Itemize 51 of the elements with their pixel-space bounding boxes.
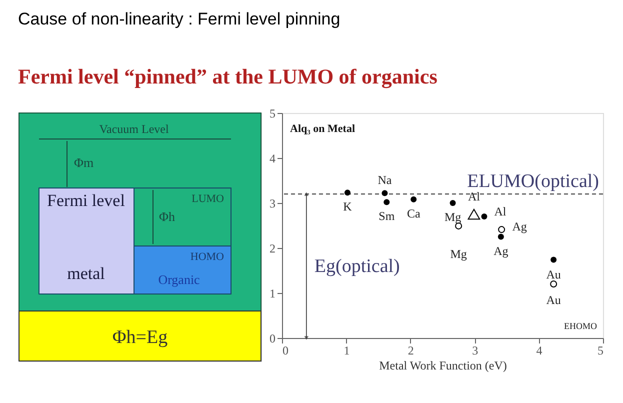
ref-line-label: ELUMO(optical) (467, 171, 599, 192)
point (410, 196, 417, 202)
data-label: Au (546, 293, 561, 307)
point (344, 190, 350, 196)
text: Alq₃ on Metal (290, 123, 356, 135)
text: metal (67, 264, 106, 283)
data-label: Mg (444, 210, 462, 224)
data-label: Al (494, 204, 507, 218)
text: LUMO (192, 193, 224, 205)
point (384, 199, 390, 206)
y-tick-label: 5 (270, 106, 276, 120)
text: Cause of non-linearity : Fermi level pinning (18, 10, 340, 28)
y-tick-label: 0 (270, 332, 276, 346)
point (498, 234, 504, 240)
data-label: Ag (494, 244, 508, 258)
point (481, 214, 488, 220)
point (550, 280, 558, 288)
point (498, 226, 506, 234)
y-tick-label: 4 (270, 152, 276, 166)
data-label: Al (468, 189, 481, 204)
text: Organic (158, 272, 200, 287)
annotation: Eg(optical) (314, 256, 400, 277)
text: Φh (159, 209, 176, 224)
point (550, 256, 557, 263)
data-label: Mg (450, 246, 467, 261)
point (468, 208, 480, 220)
text: Fermi level “pinned” at the LUMO of organics (18, 64, 438, 88)
text: Fermi level (47, 191, 126, 210)
x-tick-label: 4 (536, 344, 542, 358)
y-tick-label: 2 (270, 242, 276, 256)
data-label: Ca (406, 206, 421, 220)
x-tick-label: 1 (344, 344, 350, 358)
text: HOMO (190, 251, 224, 263)
data-label: Sm (378, 209, 396, 224)
y-tick-label: 1 (270, 286, 276, 300)
annotation: EHOMO (564, 321, 598, 331)
x-tick-label: 2 (408, 344, 414, 358)
text: Vacuum Level (99, 122, 170, 136)
data-label: K (343, 200, 352, 214)
x-tick-label: 5 (598, 344, 604, 358)
point (382, 190, 388, 196)
x-axis-title: Metal Work Function (eV) (379, 358, 507, 372)
text: Φh=Eg (112, 327, 168, 348)
x-tick-label: 3 (472, 344, 478, 358)
text: Φm (74, 155, 94, 170)
point (450, 200, 456, 206)
x-tick-label: 0 (282, 344, 288, 358)
y-tick-label: 3 (270, 196, 276, 210)
data-label: Ag (512, 220, 527, 234)
data-label: Na (378, 173, 392, 188)
data-label: Au (546, 268, 561, 282)
